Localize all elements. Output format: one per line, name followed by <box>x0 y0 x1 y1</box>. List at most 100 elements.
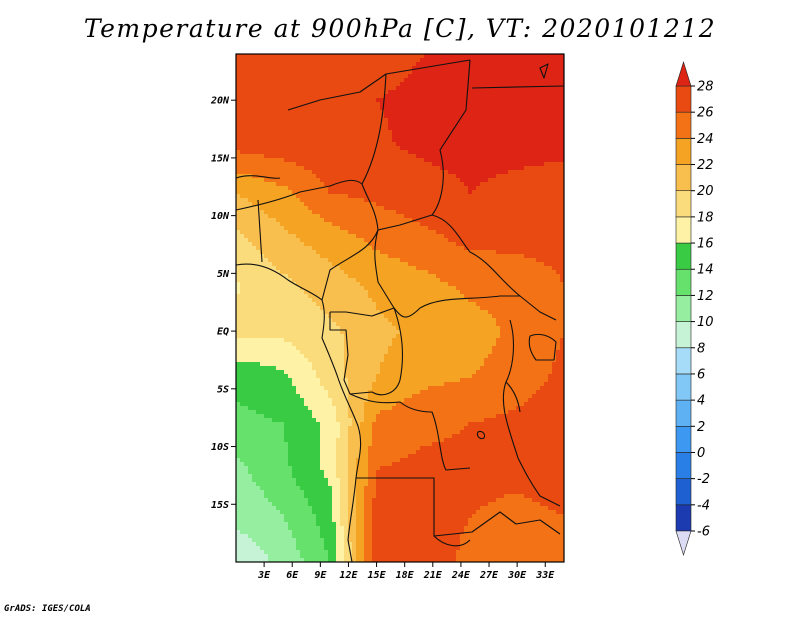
field-cell <box>368 58 373 63</box>
field-cell <box>424 290 429 295</box>
field-cell <box>424 170 429 175</box>
field-cell <box>352 118 357 123</box>
field-cell <box>380 158 385 163</box>
field-cell <box>332 202 337 207</box>
field-cell <box>432 234 437 239</box>
field-cell <box>396 178 401 183</box>
field-cell <box>500 214 505 219</box>
field-cell <box>332 246 337 251</box>
field-cell <box>476 58 481 63</box>
field-cell <box>536 130 541 135</box>
field-cell <box>424 114 429 119</box>
field-cell <box>456 74 461 79</box>
field-cell <box>364 114 369 119</box>
field-cell <box>536 182 541 187</box>
field-cell <box>268 270 273 275</box>
field-cell <box>304 198 309 203</box>
field-cell <box>336 86 341 91</box>
field-cell <box>348 106 353 111</box>
field-cell <box>400 130 405 135</box>
field-cell <box>400 70 405 75</box>
field-cell <box>268 106 273 111</box>
field-cell <box>540 62 545 67</box>
field-cell <box>428 274 433 279</box>
field-cell <box>508 262 513 267</box>
field-cell <box>388 290 393 295</box>
field-cell <box>536 294 541 299</box>
field-cell <box>244 138 249 143</box>
field-cell <box>244 198 249 203</box>
field-cell <box>256 114 261 119</box>
field-cell <box>276 110 281 115</box>
field-cell <box>348 78 353 83</box>
field-cell <box>284 94 289 99</box>
field-cell <box>536 122 541 127</box>
field-cell <box>392 146 397 151</box>
field-cell <box>512 250 517 255</box>
field-cell <box>280 90 285 95</box>
field-cell <box>508 130 513 135</box>
field-cell <box>416 98 421 103</box>
field-cell <box>272 226 277 231</box>
field-cell <box>296 142 301 147</box>
field-cell <box>284 90 289 95</box>
field-cell <box>268 82 273 87</box>
field-cell <box>528 82 533 87</box>
field-cell <box>404 170 409 175</box>
field-cell <box>272 74 277 79</box>
field-cell <box>556 234 561 239</box>
field-cell <box>248 94 253 99</box>
field-cell <box>380 86 385 91</box>
field-cell <box>512 130 517 135</box>
field-cell <box>424 266 429 271</box>
field-cell <box>424 70 429 75</box>
field-cell <box>328 70 333 75</box>
field-cell <box>428 74 433 79</box>
field-cell <box>416 182 421 187</box>
field-cell <box>384 198 389 203</box>
field-cell <box>472 206 477 211</box>
field-cell <box>508 134 513 139</box>
field-cell <box>484 250 489 255</box>
field-cell <box>288 194 293 199</box>
field-cell <box>424 202 429 207</box>
field-cell <box>548 58 553 63</box>
field-cell <box>540 290 545 295</box>
field-cell <box>432 186 437 191</box>
field-cell <box>300 98 305 103</box>
field-cell <box>376 246 381 251</box>
field-cell <box>400 294 405 299</box>
field-cell <box>252 54 257 59</box>
field-cell <box>352 98 357 103</box>
field-cell <box>380 118 385 123</box>
field-cell <box>548 274 553 279</box>
field-cell <box>256 178 261 183</box>
field-cell <box>524 54 529 59</box>
field-cell <box>552 114 557 119</box>
field-cell <box>504 214 509 219</box>
field-cell <box>328 282 333 287</box>
field-cell <box>356 202 361 207</box>
field-cell <box>432 74 437 79</box>
field-cell <box>344 238 349 243</box>
field-cell <box>516 254 521 259</box>
field-cell <box>336 218 341 223</box>
field-cell <box>436 114 441 119</box>
field-cell <box>480 138 485 143</box>
field-cell <box>472 74 477 79</box>
field-cell <box>268 142 273 147</box>
field-cell <box>360 246 365 251</box>
field-cell <box>460 182 465 187</box>
field-cell <box>260 154 265 159</box>
field-cell <box>336 62 341 67</box>
field-cell <box>492 286 497 291</box>
field-cell <box>312 186 317 191</box>
field-cell <box>460 286 465 291</box>
field-cell <box>396 118 401 123</box>
field-cell <box>408 110 413 115</box>
field-cell <box>548 254 553 259</box>
field-cell <box>404 54 409 59</box>
field-cell <box>384 262 389 267</box>
field-cell <box>508 122 513 127</box>
field-cell <box>524 278 529 283</box>
